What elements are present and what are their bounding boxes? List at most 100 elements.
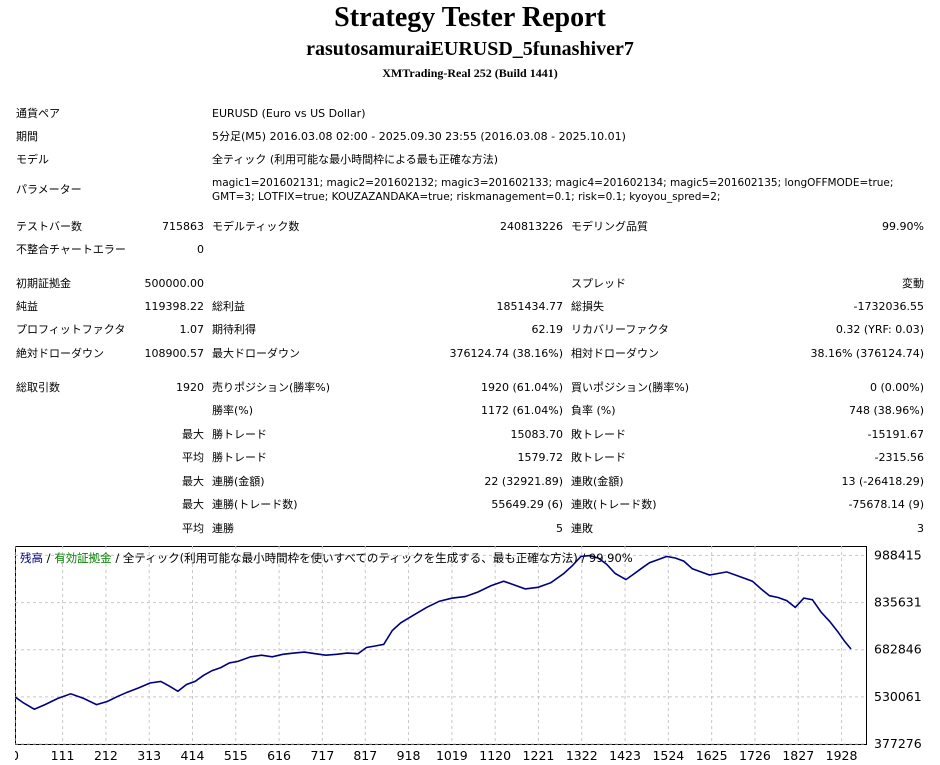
avg-loss-label: 敗トレード (571, 451, 626, 464)
mismatch-value: 0 (197, 243, 204, 256)
consec-win-trd-value: 55649.29 (6) (491, 498, 563, 511)
rel-dd-value: 38.16% (376124.74) (810, 347, 924, 360)
avg-label-2: 平均 (182, 522, 204, 535)
largest-loss-label: 敗トレード (571, 428, 626, 441)
y-tick-label: 835631 (874, 595, 922, 610)
legend-balance: 残高 (20, 551, 43, 565)
expert-name: rasutosamuraiEURUSD_5funashiver7 (306, 38, 634, 60)
lossrate-label: 負率 (%) (571, 404, 616, 417)
avg-win-label: 勝トレード (212, 451, 267, 464)
spread-value: 変動 (902, 277, 924, 290)
x-tick-label: 111 (51, 748, 75, 763)
y-tick-label: 530061 (874, 689, 922, 704)
symbol-value: EURUSD (Euro vs US Dollar) (212, 107, 366, 120)
quality-label: モデリング品質 (571, 220, 648, 233)
max-dd-value: 376124.74 (38.16%) (449, 347, 563, 360)
rel-dd-label: 相対ドローダウン (571, 347, 659, 360)
largest-loss-value: -15191.67 (867, 428, 924, 441)
pf-value: 1.07 (179, 323, 205, 336)
x-tick-label: 313 (137, 748, 161, 763)
avg-consec-win-value: 5 (556, 522, 563, 535)
legend-description: / 全ティック(利用可能な最小時間枠を使いすべてのティックを生成する、最も正確な… (112, 551, 633, 565)
x-tick-label: 1221 (523, 748, 555, 763)
winrate-value: 1172 (61.04%) (480, 404, 563, 417)
consec-win-amt-value: 22 (32921.89) (484, 475, 563, 488)
model-label: モデル (16, 153, 49, 166)
avg-consec-loss-label: 連敗 (571, 522, 593, 535)
x-tick-label: 1524 (652, 748, 684, 763)
long-value: 0 (0.00%) (869, 381, 924, 394)
lossrate-value: 748 (38.96%) (848, 404, 924, 417)
expected-value: 62.19 (531, 323, 564, 336)
quality-value: 99.90% (882, 220, 924, 233)
consec-loss-trd-value: -75678.14 (9) (848, 498, 924, 511)
avg-win-value: 1579.72 (517, 451, 564, 464)
abs-dd-label: 絶対ドローダウン (16, 347, 104, 360)
x-tick-label: 414 (181, 748, 205, 763)
balance-line (15, 554, 852, 711)
bars-value: 715863 (162, 220, 204, 233)
largest-win-value: 15083.70 (510, 428, 564, 441)
gross-loss-value: -1732036.55 (853, 300, 924, 313)
report-title: Strategy Tester Report (334, 2, 606, 33)
ticks-label: モデルティック数 (212, 220, 300, 233)
avg-consec-loss-value: 3 (917, 522, 924, 535)
gross-profit-label: 総利益 (212, 300, 245, 313)
deposit-value: 500000.00 (144, 277, 205, 290)
x-tick-label: 1019 (436, 748, 468, 763)
deposit-label: 初期証拠金 (16, 277, 71, 290)
x-tick-label: 1928 (826, 748, 858, 763)
chart-legend: 残高 / 有効証拠金 / 全ティック(利用可能な最小時間枠を使いすべてのティック… (20, 551, 633, 565)
long-label: 買いポジション(勝率%) (571, 381, 690, 394)
gross-loss-label: 総損失 (571, 300, 604, 313)
server-build: XMTrading-Real 252 (Build 1441) (382, 66, 558, 80)
pf-label: プロフィットファクタ (16, 323, 126, 336)
short-value: 1920 (61.04%) (480, 381, 563, 394)
largest-win-label: 勝トレード (212, 428, 267, 441)
recovery-value: 0.32 (YRF: 0.03) (835, 323, 924, 336)
consec-win-amt-label: 連勝(金額) (212, 475, 265, 488)
x-tick-label: 1423 (609, 748, 641, 763)
x-tick-label: 717 (310, 748, 334, 763)
winrate-label: 勝率(%) (212, 404, 254, 417)
avg-label: 平均 (182, 451, 204, 464)
x-tick-label: 1827 (782, 748, 814, 763)
ticks-value: 240813226 (500, 220, 563, 233)
net-label: 純益 (16, 300, 38, 313)
consec-win-trd-label: 連勝(トレード数) (212, 498, 298, 511)
x-tick-label: 212 (94, 748, 118, 763)
legend-sep: / (43, 551, 54, 565)
balance-chart: 988415 835631 682846 530061 377276 0 111 212 31… (15, 546, 922, 763)
max-dd-label: 最大ドローダウン (212, 347, 300, 360)
model-value: 全ティック (利用可能な最小時間枠による最も正確な方法) (212, 153, 499, 166)
abs-dd-value: 108900.57 (144, 347, 205, 360)
y-tick-label: 988415 (874, 547, 922, 562)
expected-label: 期待利得 (212, 323, 256, 336)
spread-label: スプレッド (571, 277, 626, 290)
symbol-label: 通貨ペア (16, 107, 60, 120)
x-tick-label: 918 (397, 748, 421, 763)
trades-label: 総取引数 (16, 381, 60, 394)
x-tick-label: 817 (353, 748, 377, 763)
x-tick-label: 0 (15, 748, 19, 763)
y-tick-label: 682846 (874, 642, 922, 657)
max-label-3: 最大 (182, 498, 204, 511)
x-tick-label: 1322 (566, 748, 598, 763)
consec-loss-trd-label: 連敗(トレード数) (571, 498, 657, 511)
params-label: パラメーター (16, 183, 82, 196)
legend-equity: 有効証拠金 (54, 551, 112, 565)
x-tick-label: 1625 (696, 748, 728, 763)
plot-area (15, 546, 867, 745)
max-label-2: 最大 (182, 475, 204, 488)
consec-loss-amt-label: 連敗(金額) (571, 475, 624, 488)
params-line-1: magic1=201602131; magic2=201602132; magi… (212, 177, 894, 189)
trades-value: 1920 (176, 381, 204, 394)
period-label: 期間 (16, 130, 38, 143)
x-tick-label: 1726 (739, 748, 771, 763)
mismatch-label: 不整合チャートエラー (16, 243, 126, 256)
bars-label: テストバー数 (16, 220, 82, 233)
x-tick-label: 1120 (479, 748, 511, 763)
recovery-label: リカバリーファクタ (571, 323, 669, 336)
short-label: 売りポジション(勝率%) (212, 381, 331, 394)
period-value: 5分足(M5) 2016.03.08 02:00 - 2025.09.30 23… (212, 130, 626, 143)
